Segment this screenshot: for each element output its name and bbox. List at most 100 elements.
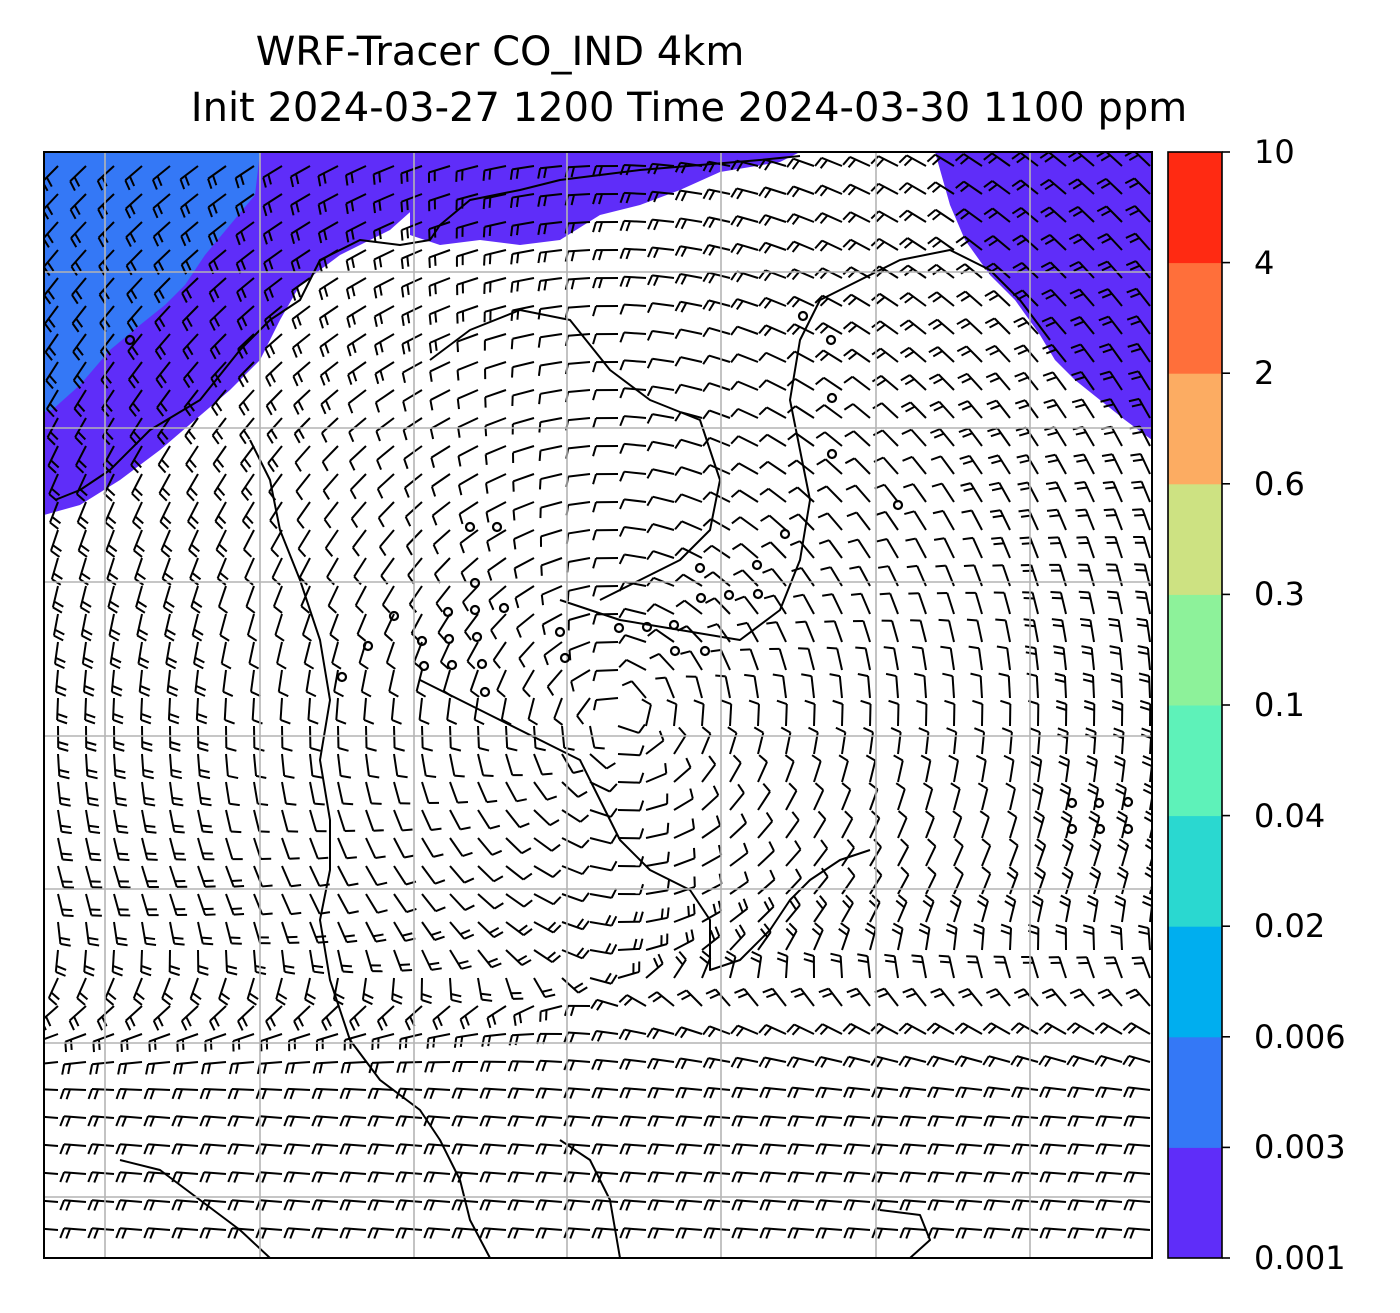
wind-barb bbox=[55, 669, 67, 697]
wind-barb bbox=[321, 1005, 339, 1031]
wind-barb bbox=[647, 274, 675, 287]
wind-barb bbox=[814, 156, 843, 169]
wind-barb bbox=[428, 333, 451, 354]
wind-barb bbox=[393, 809, 413, 832]
wind-barb bbox=[984, 317, 1011, 335]
wind-barb bbox=[1041, 288, 1067, 307]
wind-barb bbox=[227, 1087, 255, 1100]
wind-barb bbox=[1048, 536, 1067, 559]
wind-barb bbox=[704, 597, 731, 615]
wind-barb bbox=[191, 613, 204, 642]
wind-barb bbox=[1061, 866, 1074, 895]
wind-barb bbox=[973, 923, 985, 951]
wind-barb bbox=[592, 361, 619, 373]
wind-barb bbox=[721, 699, 733, 727]
wind-barb bbox=[158, 473, 171, 502]
wind-barb bbox=[223, 697, 235, 725]
wind-barb bbox=[326, 557, 339, 586]
wind-barb bbox=[449, 921, 475, 940]
wind-barb bbox=[423, 1087, 451, 1100]
wind-barb bbox=[227, 1115, 255, 1127]
wind-barb bbox=[429, 389, 451, 411]
wind-barb bbox=[507, 1087, 535, 1099]
wind-barb bbox=[553, 697, 564, 726]
wind-barb bbox=[1130, 453, 1151, 475]
wind-barb bbox=[345, 249, 367, 271]
wind-barb bbox=[1123, 1143, 1151, 1155]
wind-barb bbox=[421, 725, 434, 752]
wind-barb bbox=[281, 921, 300, 944]
wind-barb bbox=[897, 838, 910, 867]
wind-barb bbox=[674, 189, 703, 202]
wind-barb bbox=[169, 725, 181, 752]
wind-barb bbox=[870, 1022, 899, 1035]
wind-barb bbox=[112, 697, 124, 725]
wind-barb bbox=[673, 876, 696, 895]
wind-barb bbox=[345, 221, 367, 243]
wind-barb bbox=[929, 400, 955, 419]
calm-wind-marker bbox=[779, 528, 791, 540]
wind-barb bbox=[852, 619, 871, 643]
wind-barb bbox=[539, 1005, 563, 1022]
wind-barb bbox=[674, 273, 703, 285]
wind-barb bbox=[225, 753, 239, 780]
wind-barb bbox=[769, 647, 787, 671]
wind-barb bbox=[931, 482, 955, 503]
wind-barb bbox=[143, 1115, 171, 1127]
wind-barb bbox=[815, 404, 843, 419]
wind-barb bbox=[107, 585, 120, 614]
wind-barb bbox=[385, 641, 396, 670]
wind-barb bbox=[957, 372, 983, 391]
wind-barb bbox=[702, 271, 731, 284]
wind-barb bbox=[68, 1005, 87, 1031]
wind-barb bbox=[785, 895, 801, 923]
wind-barb bbox=[141, 781, 156, 807]
wind-barb bbox=[321, 445, 339, 472]
wind-barb bbox=[701, 785, 720, 811]
calm-wind-marker bbox=[479, 686, 491, 698]
wind-barb bbox=[132, 977, 145, 1006]
colorbar-tick-label: 4 bbox=[1254, 243, 1275, 282]
wind-barb bbox=[449, 725, 462, 752]
wind-barb bbox=[731, 1227, 759, 1239]
wind-barb bbox=[898, 1055, 927, 1068]
wind-barb bbox=[645, 933, 669, 951]
wind-barb bbox=[248, 641, 260, 670]
wind-barb bbox=[151, 165, 171, 190]
wind-barb bbox=[207, 193, 227, 218]
wind-barb bbox=[225, 837, 243, 861]
wind-barb bbox=[730, 380, 759, 391]
wind-barb bbox=[759, 1199, 787, 1211]
wind-barb bbox=[1104, 956, 1123, 979]
wind-barb bbox=[703, 1143, 731, 1155]
wind-barb bbox=[592, 193, 619, 205]
wind-barb bbox=[729, 813, 747, 839]
wind-barb bbox=[162, 585, 175, 614]
wind-barb bbox=[197, 865, 216, 888]
wind-barb bbox=[729, 783, 745, 811]
wind-barb bbox=[589, 888, 618, 899]
wind-barb bbox=[832, 699, 844, 727]
wind-barb bbox=[1043, 398, 1067, 419]
wind-barb bbox=[304, 977, 316, 1006]
wind-barb bbox=[591, 1087, 619, 1099]
wind-barb bbox=[337, 865, 359, 887]
wind-barb bbox=[803, 952, 815, 979]
wind-barb bbox=[730, 1056, 759, 1069]
wind-barb bbox=[927, 291, 955, 307]
wind-barb bbox=[972, 699, 984, 727]
wind-barb bbox=[815, 1171, 843, 1183]
wind-barb bbox=[253, 893, 273, 916]
wind-barb bbox=[337, 893, 359, 915]
wind-barb bbox=[822, 593, 843, 615]
wind-barb bbox=[427, 165, 451, 183]
wind-barb bbox=[505, 949, 532, 966]
wind-barb bbox=[590, 998, 619, 1011]
wind-barb bbox=[356, 613, 367, 642]
wind-barb bbox=[451, 1143, 479, 1155]
wind-barb bbox=[1097, 988, 1123, 1007]
wind-barb bbox=[309, 837, 329, 860]
wind-barb bbox=[81, 641, 94, 670]
wind-barb bbox=[104, 501, 117, 530]
colorbar-swatch bbox=[1168, 152, 1222, 264]
